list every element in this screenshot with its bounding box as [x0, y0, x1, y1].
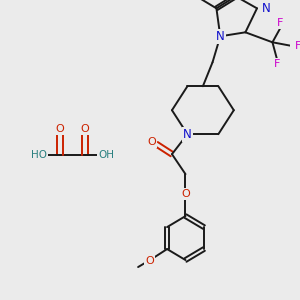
Text: O: O: [56, 124, 64, 134]
Text: O: O: [147, 137, 156, 147]
Text: F: F: [277, 18, 284, 28]
Text: F: F: [274, 59, 280, 69]
Text: O: O: [81, 124, 89, 134]
Text: F: F: [295, 41, 300, 51]
Text: N: N: [216, 30, 225, 43]
Text: O: O: [181, 189, 190, 199]
Text: N: N: [183, 128, 192, 141]
Text: OH: OH: [98, 150, 114, 160]
Text: HO: HO: [31, 150, 46, 160]
Text: N: N: [262, 2, 271, 15]
Text: O: O: [145, 256, 154, 266]
